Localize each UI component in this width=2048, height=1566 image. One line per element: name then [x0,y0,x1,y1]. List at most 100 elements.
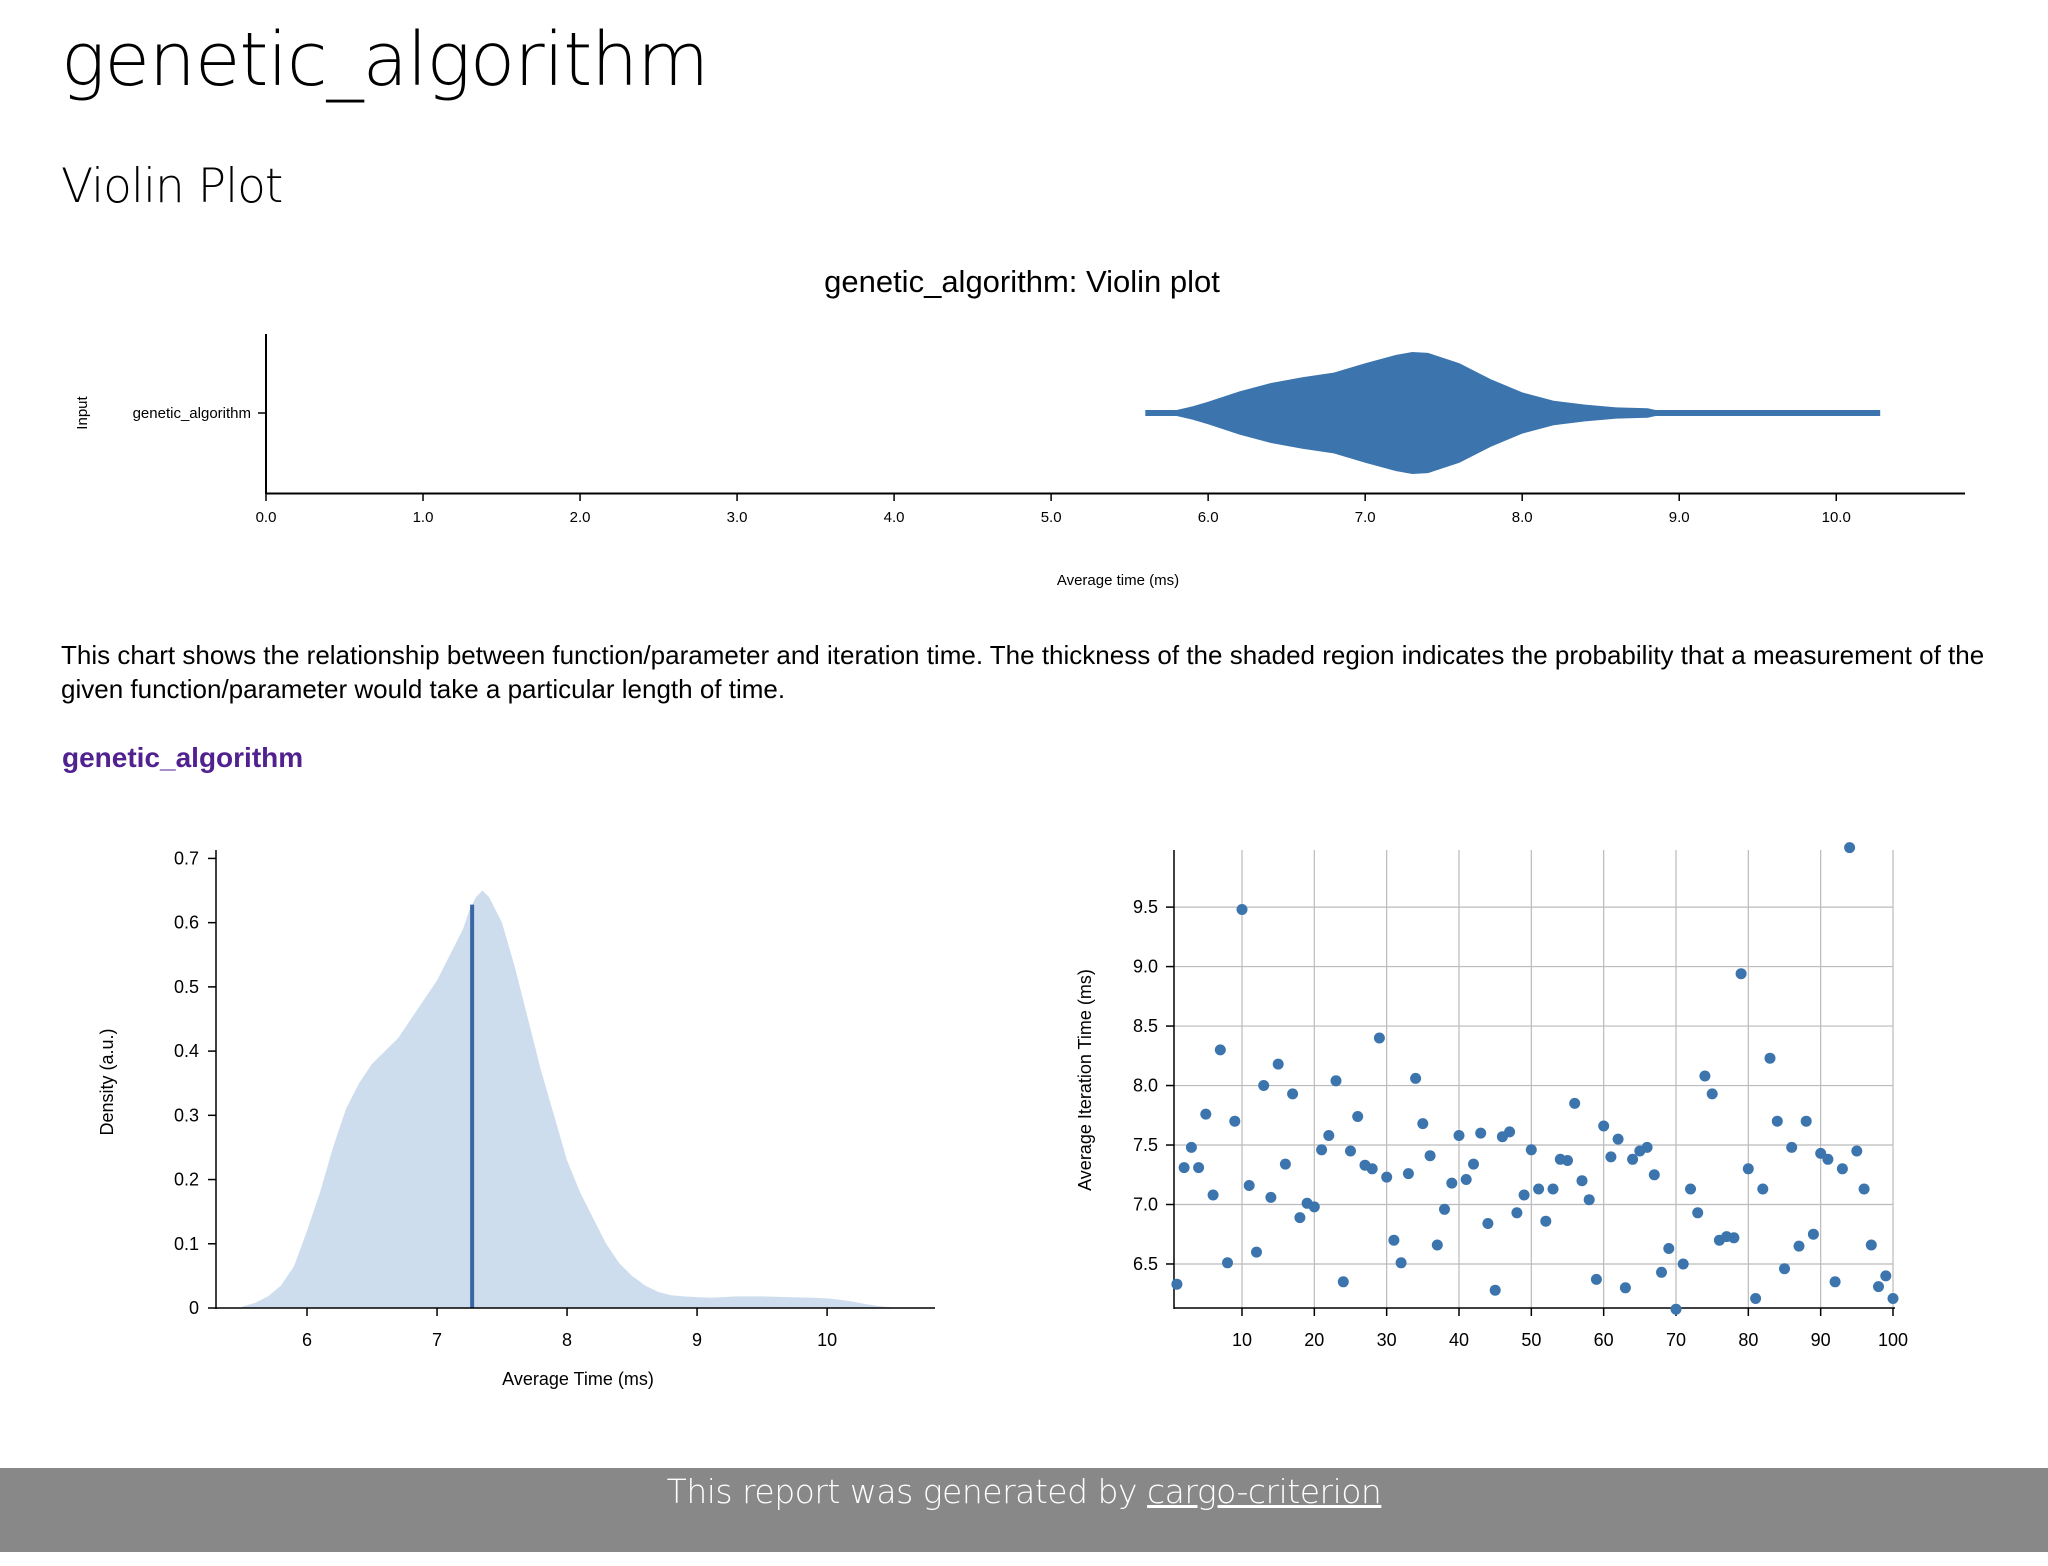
iter-x-tick-label: 80 [1738,1330,1758,1350]
iter-x-tick-label: 100 [1878,1330,1908,1350]
violin-x-tick-label: 1.0 [413,509,434,526]
iter-point [1800,1115,1812,1127]
iter-x-tick-label: 40 [1449,1330,1469,1350]
iter-point [1612,1133,1624,1145]
iter-point [1185,1141,1197,1153]
violin-shape [1145,352,1881,474]
violin-category-label: genetic_algorithm [133,405,251,422]
iter-point [1865,1239,1877,1251]
iter-y-tick-label: 8.0 [1133,1076,1158,1096]
iter-point [1742,1163,1754,1175]
iter-point [1402,1168,1414,1180]
violin-x-tick-label: 6.0 [1198,509,1219,526]
iter-x-tick-label: 60 [1594,1330,1614,1350]
iter-y-tick-label: 8.5 [1133,1016,1158,1036]
iter-x-tick-label: 20 [1304,1330,1324,1350]
iter-y-tick-label: 6.5 [1133,1254,1158,1274]
violin-x-tick-label: 5.0 [1041,509,1062,526]
iter-point [1395,1257,1407,1269]
iter-point [1851,1145,1863,1157]
iter-point [1178,1162,1190,1174]
benchmark-link[interactable]: genetic_algorithm [62,742,304,773]
footer: This report was generated by cargo-crite… [0,1468,2048,1552]
iter-point [1648,1169,1660,1181]
page-title: genetic_algorithm [61,17,709,103]
iter-point [1236,904,1248,915]
cargo-criterion-link[interactable]: cargo-criterion [1147,1472,1382,1511]
pdf-y-tick-label: 0.7 [174,848,199,868]
pdf-x-tick-label: 9 [692,1330,702,1350]
iter-point [1337,1276,1349,1288]
iter-point [1670,1303,1682,1315]
iter-point [1251,1246,1262,1258]
iter-point [1627,1153,1639,1165]
iter-point [1243,1180,1255,1191]
pdf-y-tick-label: 0.6 [174,913,199,933]
iter-point [1373,1032,1385,1044]
iter-point [1807,1228,1819,1240]
iter-point [1207,1189,1219,1201]
iter-point [1381,1171,1393,1183]
violin-x-tick-label: 3.0 [727,509,748,526]
violin-x-tick-label: 0.0 [256,509,277,526]
pdf-y-tick-label: 0.2 [174,1170,199,1190]
iter-point [1504,1126,1516,1138]
iter-point [1272,1058,1284,1070]
iter-point [1489,1284,1501,1296]
violin-x-tick-label: 7.0 [1355,509,1376,526]
iter-point [1750,1293,1762,1304]
iter-ylabel: Average Iteration Time (ms) [1075,969,1095,1191]
iter-point [1294,1212,1306,1224]
iter-point [1330,1075,1342,1087]
iter-point [1366,1163,1378,1175]
iter-point [1880,1270,1892,1282]
violin-x-tick-label: 4.0 [884,509,905,526]
violin-ylabel: Input [74,395,91,429]
iter-point [1540,1215,1552,1227]
pdf-y-tick-label: 0.3 [174,1105,199,1125]
iter-point [1200,1108,1212,1120]
pdf-chart: 6 7 8 9 10 0 0.1 0.2 0.3 0.4 0.5 0.6 0.7 Density (a.… [97,848,935,1389]
chart-description: This chart shows the relationship betwee… [61,640,1985,704]
iter-point [1771,1115,1783,1127]
iter-point [1764,1052,1776,1064]
iter-point [1786,1141,1798,1153]
pdf-xlabel: Average Time (ms) [502,1369,654,1389]
iter-point [1265,1191,1277,1203]
iter-point [1757,1183,1769,1195]
iter-point [1858,1183,1870,1195]
iter-point [1829,1276,1841,1288]
iter-point [1518,1189,1530,1201]
iter-point [1308,1201,1320,1213]
iter-point [1258,1080,1270,1091]
violin-x-tick-label: 8.0 [1512,509,1533,526]
violin-title: genetic_algorithm: Violin plot [824,264,1220,299]
iter-point [1468,1158,1479,1170]
iter-point [1453,1130,1465,1141]
iter-point [1171,1278,1183,1290]
pdf-y-tick-label: 0.1 [174,1234,199,1254]
iter-y-tick-label: 9.0 [1133,957,1158,977]
iter-point [1576,1175,1588,1187]
iter-x-tick-label: 30 [1377,1330,1397,1350]
iter-point [1475,1127,1487,1139]
iter-point [1287,1088,1299,1100]
iter-point [1569,1097,1581,1109]
iter-point [1663,1243,1675,1254]
iter-point [1562,1155,1573,1166]
iter-point [1229,1115,1241,1127]
iter-x-tick-label: 90 [1811,1330,1831,1350]
section-title: Violin Plot [61,159,283,214]
footer-text: This report was generated by [666,1472,1148,1511]
iter-point [1619,1282,1631,1294]
iter-point [1598,1120,1610,1132]
iter-point [1641,1141,1653,1153]
iter-point [1446,1177,1458,1189]
iter-point [1699,1070,1711,1082]
iter-point [1214,1044,1226,1056]
iter-point [1844,842,1856,854]
iter-point [1793,1240,1805,1252]
iter-point [1460,1174,1472,1185]
iter-x-tick-label: 10 [1232,1330,1252,1350]
iter-point [1685,1183,1696,1195]
